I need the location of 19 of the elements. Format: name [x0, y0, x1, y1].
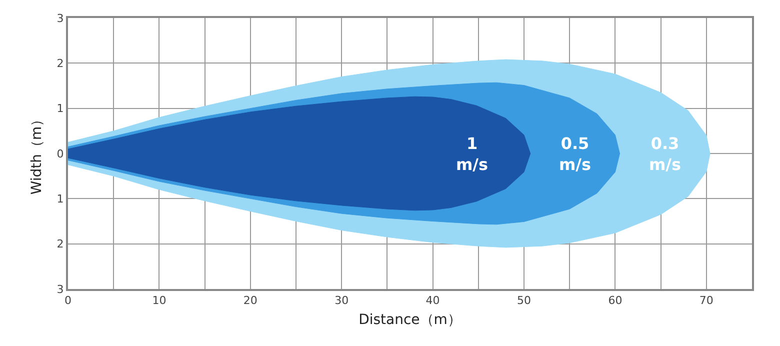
x-tick-label: 70	[699, 294, 714, 308]
x-tick-label: 40	[426, 294, 440, 308]
y-tick-label: 0	[56, 147, 64, 160]
y-tick-label: 3	[56, 12, 64, 25]
y-tick-label: 1	[56, 192, 64, 206]
y-tick-label: 3	[56, 282, 64, 296]
y-tick-label: 2	[56, 238, 64, 251]
x-tick-label: 10	[152, 294, 166, 308]
series-label: 1 m/s	[456, 134, 488, 174]
y-tick-label: 2	[56, 57, 64, 70]
series-label: 0.3 m/s	[649, 134, 682, 174]
x-tick-label: 50	[517, 294, 531, 308]
series-label: 0.5 m/s	[559, 134, 592, 174]
x-tick-label: 20	[243, 294, 258, 308]
x-tick-label: 60	[608, 294, 622, 308]
y-axis-title: Width（m）	[28, 112, 45, 195]
x-axis-title: Distance（m）	[358, 312, 462, 328]
x-tick-label: 30	[334, 294, 349, 308]
y-tick-label: 1	[56, 102, 64, 116]
